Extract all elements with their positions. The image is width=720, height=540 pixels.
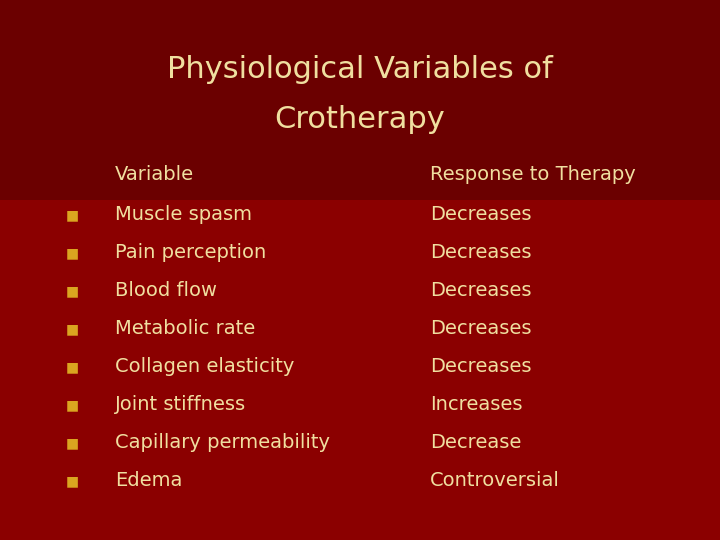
Text: Joint stiffness: Joint stiffness	[115, 395, 246, 415]
Text: Increases: Increases	[430, 395, 523, 415]
Text: Blood flow: Blood flow	[115, 281, 217, 300]
Text: ■: ■	[66, 474, 78, 488]
Text: Decreases: Decreases	[430, 357, 531, 376]
Text: ■: ■	[66, 436, 78, 450]
Bar	[0, 0, 720, 200]
Text: Decrease: Decrease	[430, 434, 521, 453]
Text: Collagen elasticity: Collagen elasticity	[115, 357, 294, 376]
Text: Decreases: Decreases	[430, 206, 531, 225]
Text: Crotherapy: Crotherapy	[274, 105, 446, 134]
Text: Metabolic rate: Metabolic rate	[115, 320, 256, 339]
Text: Decreases: Decreases	[430, 281, 531, 300]
Text: ■: ■	[66, 322, 78, 336]
Text: ■: ■	[66, 246, 78, 260]
Text: Capillary permeability: Capillary permeability	[115, 434, 330, 453]
Text: Decreases: Decreases	[430, 244, 531, 262]
Text: Muscle spasm: Muscle spasm	[115, 206, 252, 225]
Text: Pain perception: Pain perception	[115, 244, 266, 262]
Text: Variable: Variable	[115, 165, 194, 185]
Text: ■: ■	[66, 208, 78, 222]
Text: ■: ■	[66, 360, 78, 374]
Text: Controversial: Controversial	[430, 471, 560, 490]
Text: Edema: Edema	[115, 471, 182, 490]
Text: ■: ■	[66, 284, 78, 298]
Text: Physiological Variables of: Physiological Variables of	[167, 56, 553, 84]
Text: Response to Therapy: Response to Therapy	[430, 165, 636, 185]
Text: ■: ■	[66, 398, 78, 412]
Text: Decreases: Decreases	[430, 320, 531, 339]
